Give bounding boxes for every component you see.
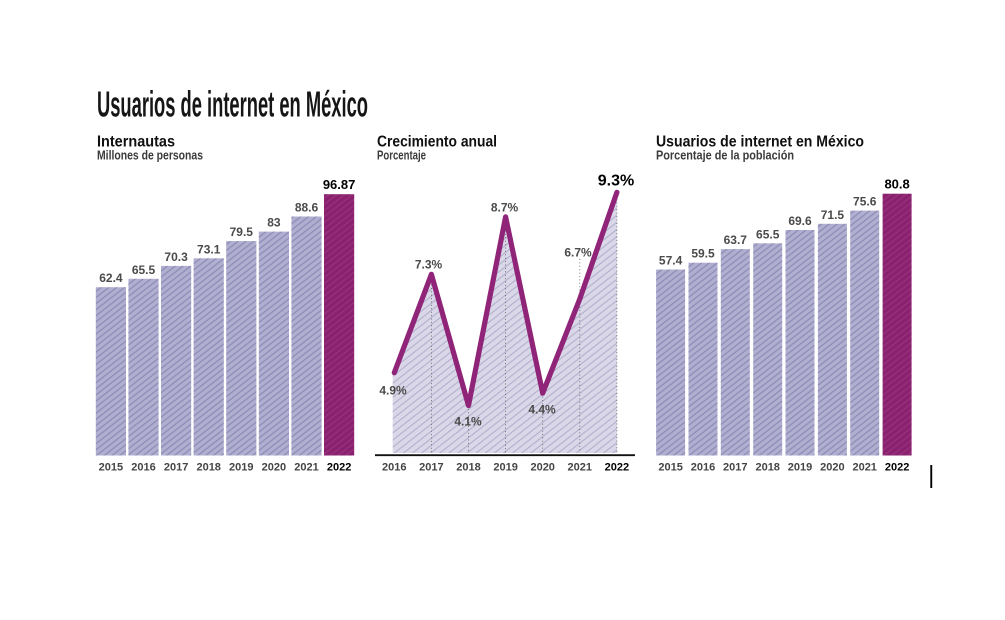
svg-text:2019: 2019 [788, 462, 812, 474]
svg-text:62.4: 62.4 [99, 271, 123, 285]
svg-text:59.5: 59.5 [691, 247, 715, 261]
svg-text:79.5: 79.5 [230, 225, 254, 239]
svg-text:2022: 2022 [327, 462, 351, 474]
svg-text:2021: 2021 [294, 462, 318, 474]
svg-text:65.5: 65.5 [756, 227, 780, 241]
svg-text:2016: 2016 [691, 462, 715, 474]
svg-text:63.7: 63.7 [724, 233, 748, 247]
svg-text:2017: 2017 [164, 462, 188, 474]
svg-text:2020: 2020 [262, 462, 286, 474]
svg-text:Crecimiento anual: Crecimiento anual [377, 134, 497, 151]
svg-text:2020: 2020 [530, 462, 554, 474]
svg-text:2022: 2022 [605, 462, 629, 474]
svg-text:70.3: 70.3 [164, 250, 188, 264]
svg-text:73.1: 73.1 [197, 242, 221, 256]
svg-text:2021: 2021 [568, 462, 592, 474]
svg-text:Usuarios de internet en México: Usuarios de internet en México [97, 84, 368, 125]
svg-text:71.5: 71.5 [821, 208, 845, 222]
svg-text:Porcentaje de la población: Porcentaje de la población [656, 149, 794, 163]
svg-text:80.8: 80.8 [884, 177, 909, 192]
svg-text:88.6: 88.6 [295, 201, 319, 215]
svg-text:4.9%: 4.9% [379, 384, 407, 398]
svg-text:2018: 2018 [196, 462, 220, 474]
svg-text:2017: 2017 [723, 462, 747, 474]
svg-text:2015: 2015 [99, 462, 123, 474]
svg-text:2015: 2015 [658, 462, 682, 474]
svg-text:75.6: 75.6 [853, 195, 877, 209]
svg-text:2021: 2021 [852, 462, 876, 474]
svg-text:2019: 2019 [493, 462, 517, 474]
svg-text:9.3%: 9.3% [598, 173, 634, 190]
svg-text:Millones de personas: Millones de personas [97, 149, 203, 163]
svg-text:2022: 2022 [885, 462, 909, 474]
svg-text:2016: 2016 [131, 462, 155, 474]
svg-text:65.5: 65.5 [132, 263, 156, 277]
svg-text:96.87: 96.87 [323, 177, 356, 192]
svg-text:8.7%: 8.7% [491, 201, 519, 215]
svg-text:57.4: 57.4 [659, 254, 683, 268]
svg-text:2017: 2017 [419, 462, 443, 474]
svg-text:Porcentaje: Porcentaje [377, 149, 426, 163]
svg-text:Usuarios de internet en México: Usuarios de internet en México [656, 134, 864, 151]
svg-text:83: 83 [267, 216, 281, 230]
svg-text:Internautas: Internautas [97, 134, 175, 151]
svg-text:4.1%: 4.1% [454, 415, 482, 429]
svg-text:2018: 2018 [456, 462, 480, 474]
svg-text:69.6: 69.6 [788, 214, 812, 228]
svg-text:4.4%: 4.4% [528, 403, 556, 417]
svg-text:2019: 2019 [229, 462, 253, 474]
svg-text:7.3%: 7.3% [415, 258, 443, 272]
svg-text:2020: 2020 [820, 462, 844, 474]
svg-text:2016: 2016 [382, 462, 406, 474]
svg-text:2018: 2018 [755, 462, 779, 474]
svg-text:6.7%: 6.7% [564, 246, 592, 260]
